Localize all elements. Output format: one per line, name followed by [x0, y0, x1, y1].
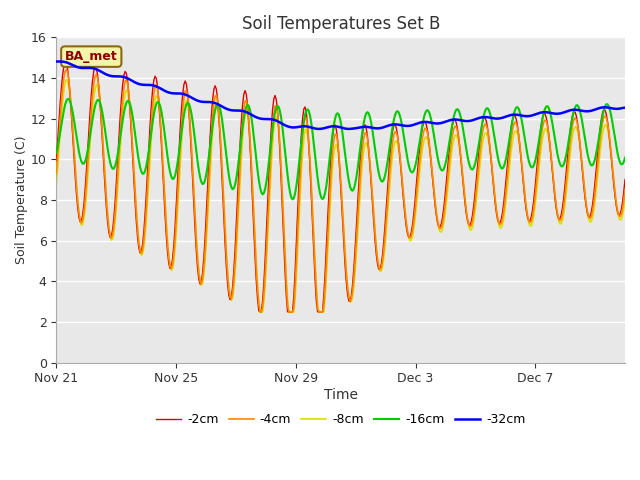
-32cm [332, 123, 340, 129]
-2cm [564, 155, 572, 160]
-32cm [354, 125, 362, 131]
-8cm [621, 196, 629, 202]
Line: -8cm: -8cm [56, 80, 625, 312]
-2cm [535, 144, 543, 149]
-8cm [63, 77, 70, 83]
-16cm [621, 155, 629, 161]
-32cm [54, 59, 61, 64]
-32cm [621, 105, 629, 110]
-16cm [333, 110, 341, 116]
-16cm [354, 167, 362, 172]
Y-axis label: Soil Temperature (C): Soil Temperature (C) [15, 136, 28, 264]
-4cm [564, 167, 572, 172]
-4cm [535, 156, 543, 162]
-8cm [52, 180, 60, 186]
-4cm [305, 139, 313, 145]
Line: -32cm: -32cm [56, 61, 625, 129]
-8cm [535, 168, 543, 173]
-16cm [535, 139, 543, 144]
-32cm [52, 59, 60, 64]
-32cm [304, 124, 312, 130]
-16cm [289, 196, 296, 202]
-4cm [344, 285, 351, 290]
-2cm [305, 142, 313, 148]
Title: Soil Temperatures Set B: Soil Temperatures Set B [241, 15, 440, 33]
Line: -16cm: -16cm [56, 99, 625, 199]
-16cm [64, 96, 72, 102]
Line: -2cm: -2cm [56, 62, 625, 312]
-4cm [333, 138, 341, 144]
-16cm [564, 145, 572, 151]
Legend: -2cm, -4cm, -8cm, -16cm, -32cm: -2cm, -4cm, -8cm, -16cm, -32cm [151, 408, 531, 431]
-8cm [305, 144, 313, 149]
X-axis label: Time: Time [324, 388, 358, 402]
-2cm [52, 157, 60, 163]
-16cm [52, 150, 60, 156]
-2cm [333, 137, 341, 143]
-16cm [344, 170, 351, 176]
-8cm [257, 309, 265, 315]
-16cm [305, 108, 313, 114]
-4cm [63, 67, 70, 72]
-4cm [621, 187, 629, 192]
-4cm [52, 170, 60, 176]
-2cm [354, 202, 362, 208]
-32cm [535, 110, 543, 116]
-4cm [256, 309, 264, 315]
-2cm [256, 309, 264, 315]
-4cm [354, 218, 362, 224]
-8cm [354, 231, 362, 237]
-32cm [342, 126, 350, 132]
-32cm [564, 108, 572, 114]
-2cm [61, 59, 69, 65]
-2cm [621, 177, 629, 182]
-2cm [344, 291, 351, 297]
-32cm [345, 126, 353, 132]
Line: -4cm: -4cm [56, 70, 625, 312]
-8cm [333, 145, 341, 151]
-8cm [344, 282, 351, 288]
Text: BA_met: BA_met [65, 50, 118, 63]
-8cm [564, 178, 572, 183]
